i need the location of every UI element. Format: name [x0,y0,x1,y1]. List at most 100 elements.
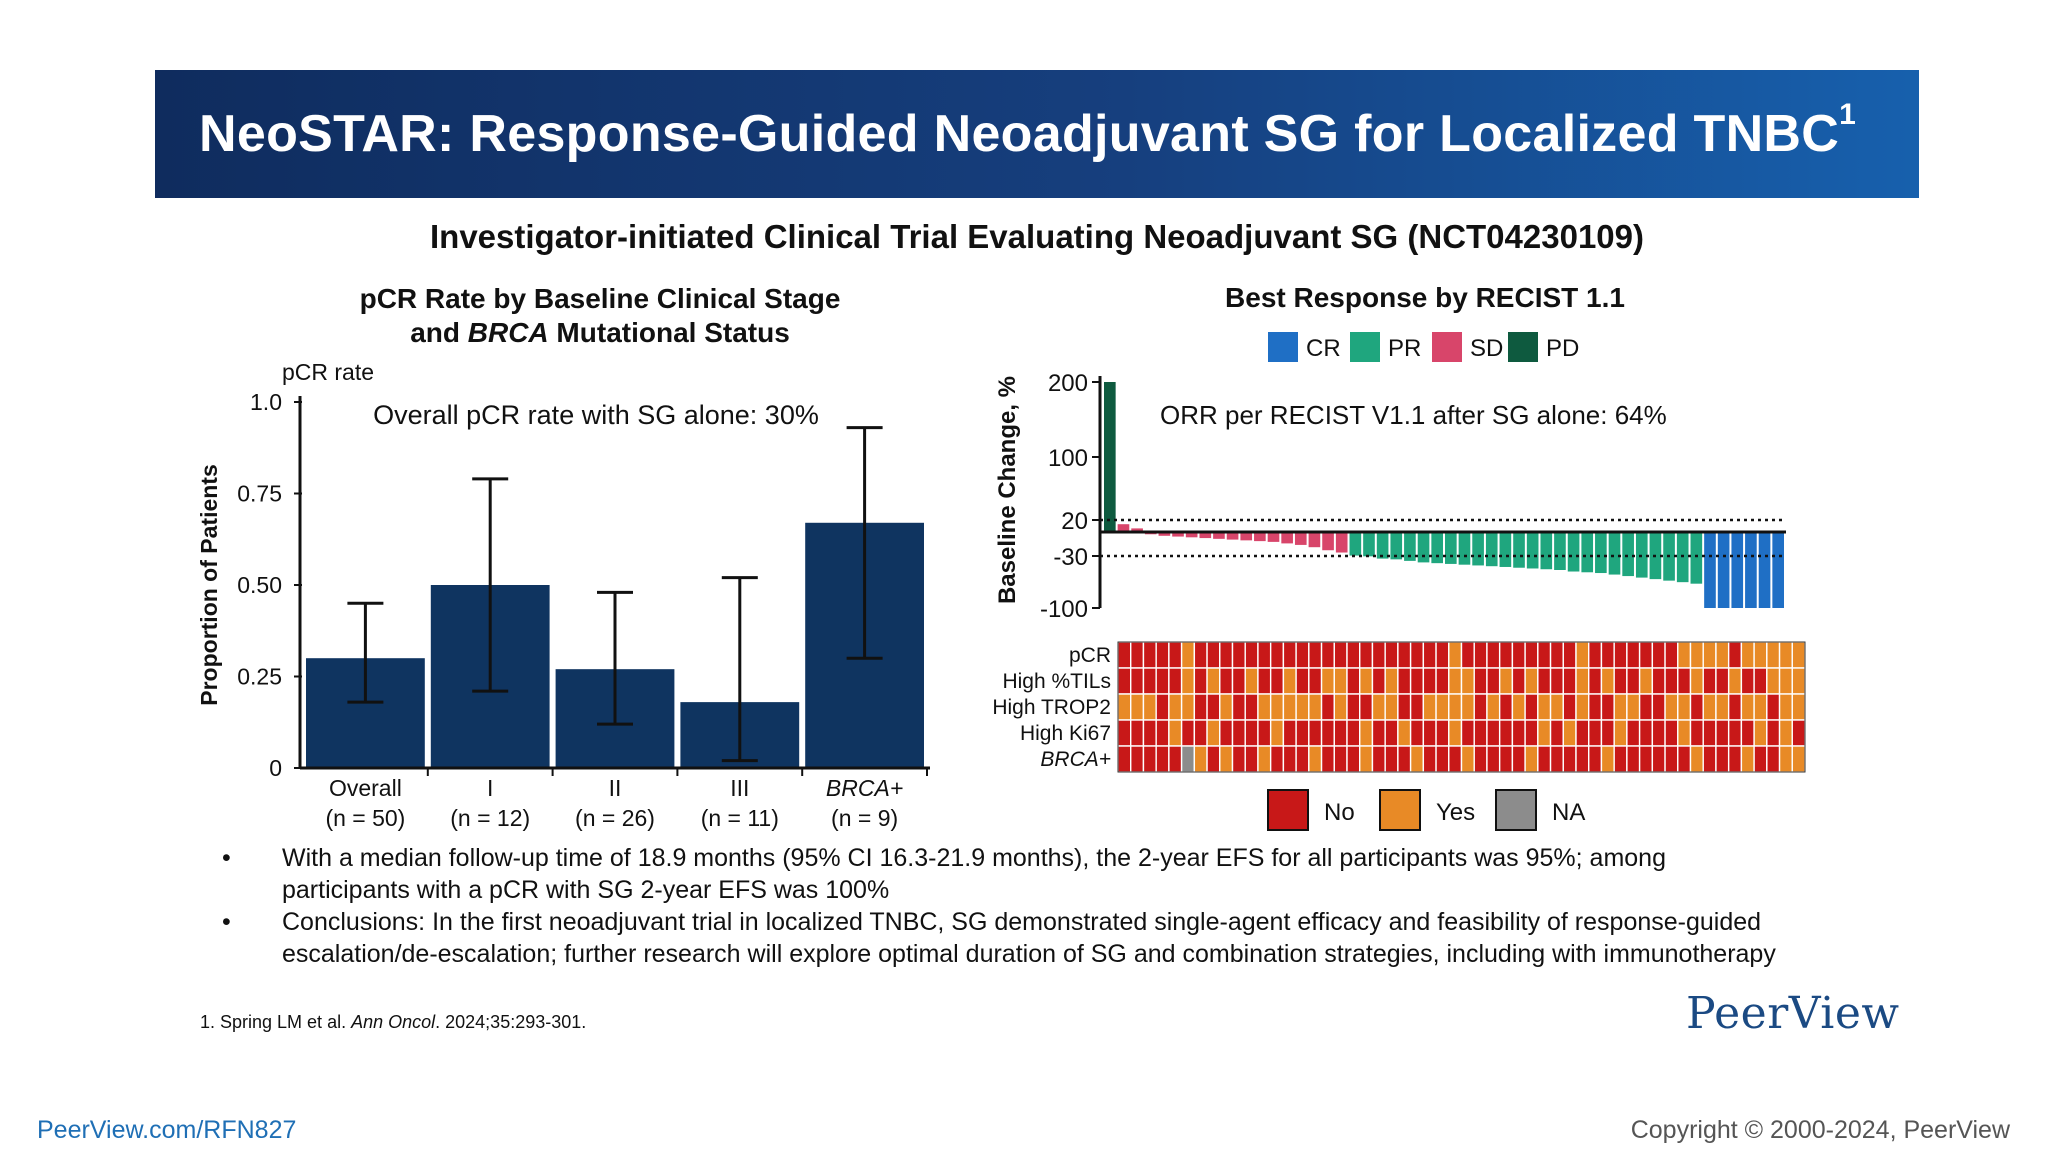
heatmap-cell [1448,745,1463,773]
waterfall-bar [1226,532,1239,540]
waterfall-bar [1185,532,1198,538]
heatmap-cell [1193,693,1208,721]
heatmap-cell [1715,667,1730,695]
heatmap-cell [1498,693,1514,721]
heatmap-cell [1766,719,1781,747]
heatmap-legend-swatch-no [1267,789,1309,831]
heatmap-cell [1168,667,1183,695]
heatmap-cell [1346,719,1361,747]
y-tick-label: 1.0 [250,389,282,415]
heatmap-cell [1460,719,1475,747]
heatmap-legend-swatch-na [1495,789,1537,831]
heatmap-cell [1142,693,1157,721]
heatmap-cell [1677,667,1692,695]
waterfall-bar [1540,532,1553,570]
heatmap-cell [1231,641,1246,669]
heatmap-cell [1130,641,1145,669]
heatmap-cell [1397,719,1412,747]
heatmap-cell [1206,667,1221,695]
heatmap-cell [1498,745,1514,773]
heatmap-cell [1180,745,1196,773]
waterfall-bar [1335,532,1348,553]
heatmap-cell [1638,745,1654,773]
heatmap-cell [1448,667,1463,695]
heatmap-cell [1117,693,1132,721]
heatmap-cell [1346,641,1361,669]
legend-swatch-cr [1268,332,1298,362]
heatmap-cell [1613,745,1628,773]
slide-subtitle: Investigator-initiated Clinical Trial Ev… [430,218,1644,255]
heatmap-cell [1231,667,1246,695]
heatmap-cell [1562,641,1577,669]
heatmap-cell [1511,641,1526,669]
heatmap-cell [1766,641,1781,669]
waterfall-bar [1172,532,1184,537]
waterfall-bar [1213,532,1225,539]
heatmap-cell [1473,641,1488,669]
heatmap-cell [1600,667,1615,695]
heatmap-cell [1715,693,1730,721]
waterfall-bar [1308,532,1321,548]
heatmap-cell [1537,719,1552,747]
waterfall-bar [1131,528,1143,532]
heatmap-cell [1257,641,1272,669]
heatmap-cell [1295,641,1310,669]
heatmap-cell [1219,745,1234,773]
heatmap-cell [1320,745,1335,773]
heatmap-cell [1435,719,1450,747]
heatmap-cell [1778,745,1793,773]
heatmap-cell [1269,745,1285,773]
heatmap-cell [1333,693,1348,721]
heatmap-cell [1562,667,1577,695]
bullet-item: Conclusions: In the first neoadjuvant tr… [222,906,1782,970]
heatmap-cell [1219,667,1234,695]
heatmap-row-label: pCR [1069,644,1111,667]
heatmap-cell [1282,641,1297,669]
waterfall-bar [1526,532,1539,569]
waterfall-bar [1690,532,1703,584]
waterfall-bar [1390,532,1403,560]
heatmap-cell [1155,693,1170,721]
heatmap-cell [1219,693,1234,721]
heatmap-legend-label: Yes [1436,799,1475,826]
y-axis-label: Proportion of Patients [196,464,222,706]
chart-annotation: ORR per RECIST V1.1 after SG alone: 64% [1160,400,1667,430]
title-banner: NeoSTAR: Response-Guided Neoadjuvant SG … [155,70,1919,198]
heatmap-cell [1257,667,1272,695]
heatmap-cell [1562,719,1577,747]
waterfall-bar [1445,532,1457,564]
heatmap-cell [1766,693,1781,721]
y-tick-label: 0.25 [237,664,282,690]
heatmap-cell [1715,641,1730,669]
heatmap-cell [1142,719,1157,747]
y-axis-label: Baseline Change, % [994,376,1021,604]
source-link[interactable]: PeerView.com/RFN827 [37,1116,297,1144]
heatmap-cell [1460,693,1475,721]
heatmap-cell [1562,745,1577,773]
heatmap-cell [1664,667,1679,695]
heatmap-cell [1142,745,1157,773]
heatmap-cell [1308,719,1323,747]
waterfall-bar [1267,532,1280,542]
heatmap-cell [1193,667,1208,695]
heatmap-cell [1575,745,1590,773]
heatmap-cell [1613,641,1628,669]
heatmap-cell [1740,719,1755,747]
heatmap-cell [1295,693,1310,721]
waterfall-bar [1117,524,1130,532]
x-tick-n-label: (n = 12) [450,805,530,831]
y-tick-label: 0.50 [237,572,282,598]
waterfall-bar [1254,532,1266,542]
heatmap-cell [1600,641,1615,669]
heatmap-cell [1626,745,1641,773]
heatmap-cell [1320,667,1335,695]
heatmap-cell [1588,719,1603,747]
legend-swatch-pr [1350,332,1380,362]
heatmap-cell [1638,693,1654,721]
heatmap-cell [1409,693,1425,721]
heatmap-cell [1422,745,1437,773]
left-chart-title: pCR Rate by Baseline Clinical Stage and … [359,283,841,348]
waterfall-bar [1376,532,1389,559]
heatmap-cell [1498,641,1514,669]
